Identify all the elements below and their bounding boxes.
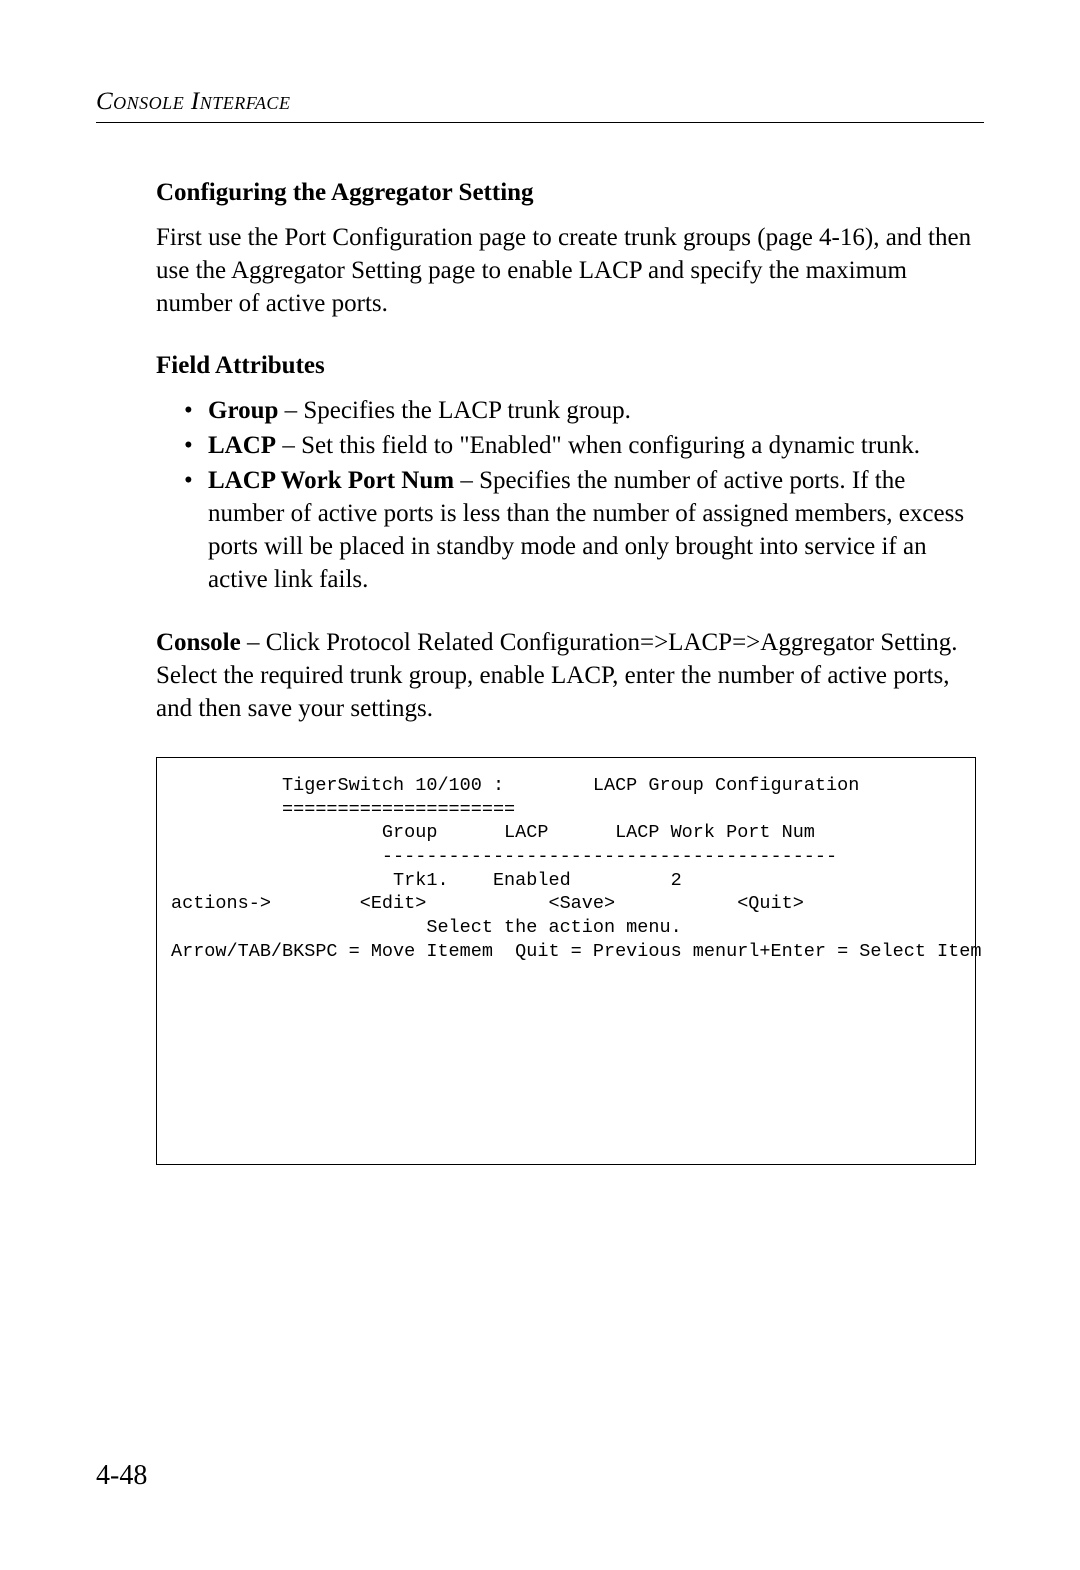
header-rule: [96, 122, 984, 123]
console-line: ----------------------------------------…: [171, 845, 961, 869]
list-item: Group – Specifies the LACP trunk group.: [184, 394, 976, 427]
console-screen-box: TigerSwitch 10/100 : LACP Group Configur…: [156, 757, 976, 1165]
content-area: Configuring the Aggregator Setting First…: [96, 179, 984, 1165]
console-line: Group LACP LACP Work Port Num: [171, 821, 961, 845]
console-line: TigerSwitch 10/100 : LACP Group Configur…: [171, 774, 961, 798]
console-instruction: Console – Click Protocol Related Configu…: [156, 626, 976, 725]
page-number: 4-48: [96, 1460, 147, 1492]
console-line: Arrow/TAB/BKSPC = Move Itemem Quit = Pre…: [171, 940, 961, 964]
term: LACP: [208, 432, 276, 459]
console-line: =====================: [171, 798, 961, 822]
console-label: Console: [156, 629, 241, 656]
intro-paragraph: First use the Port Configuration page to…: [156, 221, 976, 320]
field-attributes-list: Group – Specifies the LACP trunk group. …: [156, 394, 976, 596]
desc: – Set this field to "Enabled" when confi…: [276, 432, 920, 459]
console-line: actions-> <Edit> <Save> <Quit>: [171, 892, 961, 916]
console-line: Select the action menu.: [171, 916, 961, 940]
running-header: Console Interface: [96, 88, 984, 116]
desc: – Specifies the LACP trunk group.: [278, 397, 631, 424]
term: LACP Work Port Num: [208, 467, 454, 494]
list-item: LACP Work Port Num – Specifies the numbe…: [184, 464, 976, 596]
console-line: Trk1. Enabled 2: [171, 869, 961, 893]
console-text: – Click Protocol Related Configuration=>…: [156, 629, 957, 722]
field-attributes-heading: Field Attributes: [156, 352, 976, 380]
section-heading: Configuring the Aggregator Setting: [156, 179, 976, 207]
term: Group: [208, 397, 278, 424]
list-item: LACP – Set this field to "Enabled" when …: [184, 429, 976, 462]
